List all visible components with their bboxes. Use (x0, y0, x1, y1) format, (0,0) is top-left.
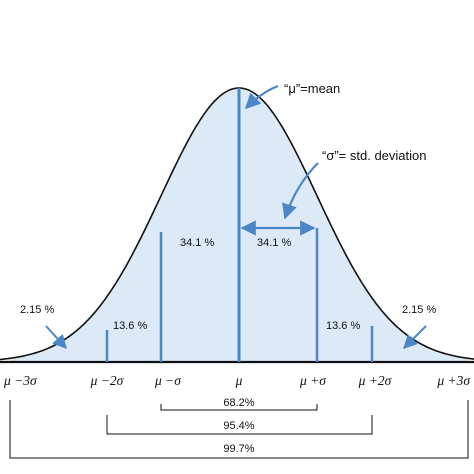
right-tail-arrow (403, 325, 427, 349)
right-second-percent: 13.6 % (326, 320, 360, 332)
tick-plus-3sd: μ +3σ (436, 373, 471, 388)
tick-minus-2sd: μ −2σ (90, 373, 125, 388)
interval-three-sd-label: 99.7% (223, 443, 254, 455)
left-tail-percent: 2.15 % (20, 304, 54, 316)
sd-callout-arrow (282, 162, 319, 220)
tick-plus-1sd: μ +σ (299, 373, 327, 388)
bracket-three-sd (9, 400, 469, 459)
tick-minus-1sd: μ −σ (154, 373, 182, 388)
bracket-one-sd (160, 404, 318, 411)
bracket-two-sd (106, 415, 373, 435)
interval-two-sd-label: 95.4% (223, 420, 254, 432)
left-second-percent: 13.6 % (113, 320, 147, 332)
bell-curve (0, 87, 474, 361)
tick-plus-2sd: μ +2σ (358, 373, 393, 388)
right-tail-percent: 2.15 % (402, 304, 436, 316)
right-first-percent: 34.1 % (257, 237, 291, 249)
tick-minus-3sd: μ −3σ (3, 373, 38, 388)
tick-mean: μ (235, 373, 243, 388)
mean-callout-arrow (244, 84, 279, 110)
mean-annotation: “μ”=mean (284, 81, 340, 96)
left-first-percent: 34.1 % (180, 237, 214, 249)
sd-annotation: “σ”= std. deviation (322, 148, 427, 163)
interval-one-sd-label: 68.2% (223, 397, 254, 409)
left-tail-arrow (45, 325, 67, 350)
